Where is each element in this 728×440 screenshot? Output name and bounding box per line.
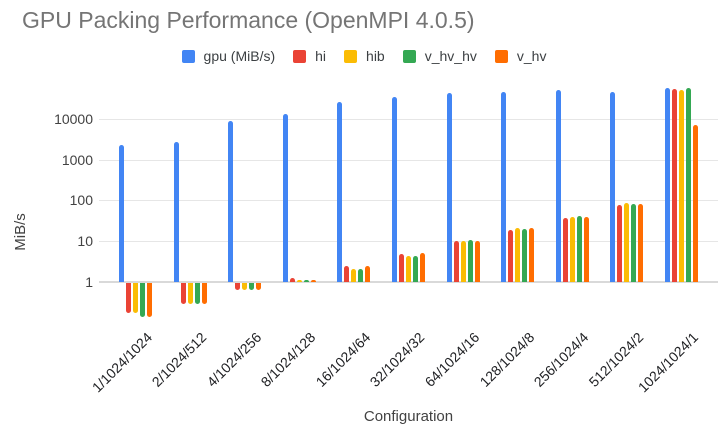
bar-v-hv-0[interactable] — [147, 283, 152, 317]
bar-v-hv-hv-4[interactable] — [358, 268, 364, 282]
bar-v-hv-7[interactable] — [529, 228, 535, 282]
bar-hib-0[interactable] — [133, 283, 138, 314]
bar-hib-3[interactable] — [296, 279, 302, 282]
bar-hib-2[interactable] — [242, 283, 248, 291]
bar-hib-7[interactable] — [515, 228, 521, 282]
legend-swatch-icon — [181, 49, 195, 63]
chart-title: GPU Packing Performance (OpenMPI 4.0.5) — [22, 7, 475, 33]
bar-hi-3[interactable] — [289, 278, 295, 282]
bar-hi-4[interactable] — [344, 266, 350, 282]
bar-hi-8[interactable] — [562, 218, 568, 282]
bar-gpu-mib-s-0[interactable] — [119, 144, 124, 282]
bar-v-hv-8[interactable] — [583, 216, 589, 282]
legend-item-v-hv-hv[interactable]: v_hv_hv — [402, 48, 477, 64]
gridline — [99, 159, 718, 161]
bar-v-hv-6[interactable] — [474, 241, 480, 282]
bar-gpu-mib-s-10[interactable] — [665, 88, 670, 282]
legend-label: v_hv_hv — [424, 48, 477, 64]
bar-hi-7[interactable] — [508, 229, 514, 282]
bar-hi-6[interactable] — [453, 241, 459, 282]
x-tick-label: 2/1024/512 — [148, 329, 210, 390]
bar-hib-6[interactable] — [460, 241, 466, 282]
bar-v-hv-4[interactable] — [365, 266, 371, 282]
bar-v-hv-hv-10[interactable] — [686, 87, 691, 282]
legend-label: hi — [315, 48, 327, 64]
legend-item-gpu-mib-s[interactable]: gpu (MiB/s) — [181, 48, 276, 64]
gridline — [99, 200, 718, 202]
y-tick-label: 1000 — [61, 151, 93, 168]
bar-hi-9[interactable] — [617, 205, 623, 282]
bar-v-hv-10[interactable] — [693, 125, 698, 282]
y-tick-label: 10 — [77, 233, 93, 250]
legend-label: v_hv — [516, 48, 547, 64]
bar-gpu-mib-s-5[interactable] — [392, 96, 397, 282]
x-tick-label: 128/1024/8 — [476, 329, 538, 390]
bar-hib-5[interactable] — [406, 255, 411, 282]
x-tick-label: 4/1024/256 — [203, 329, 265, 390]
bar-hib-1[interactable] — [187, 283, 193, 304]
bar-v-hv-5[interactable] — [420, 253, 425, 282]
legend-label: hib — [366, 48, 385, 64]
bar-v-hv-hv-5[interactable] — [413, 255, 418, 282]
bar-gpu-mib-s-7[interactable] — [501, 91, 507, 282]
legend-item-hib[interactable]: hib — [344, 48, 385, 64]
legend-swatch-icon — [402, 49, 416, 63]
gridline — [99, 241, 718, 243]
bar-v-hv-hv-7[interactable] — [522, 228, 528, 282]
bar-gpu-mib-s-8[interactable] — [555, 90, 561, 282]
bar-gpu-mib-s-1[interactable] — [173, 141, 179, 282]
bar-v-hv-2[interactable] — [256, 283, 262, 291]
x-tick-label: 8/1024/128 — [257, 329, 319, 390]
bar-gpu-mib-s-4[interactable] — [337, 102, 343, 282]
bar-hi-10[interactable] — [672, 88, 677, 282]
bar-hi-5[interactable] — [399, 254, 404, 282]
bar-v-hv-3[interactable] — [310, 279, 316, 282]
x-tick-label: 1/1024/1024 — [88, 329, 155, 396]
bar-gpu-mib-s-6[interactable] — [446, 92, 452, 282]
y-tick-label: 1 — [85, 274, 93, 290]
bar-v-hv-hv-9[interactable] — [631, 204, 637, 282]
bar-v-hv-hv-3[interactable] — [303, 280, 309, 282]
bar-gpu-mib-s-3[interactable] — [282, 114, 288, 282]
bar-v-hv-hv-1[interactable] — [194, 283, 200, 305]
bar-v-hv-9[interactable] — [638, 203, 644, 282]
bar-hi-2[interactable] — [235, 283, 241, 291]
legend-label: gpu (MiB/s) — [203, 48, 276, 64]
bar-v-hv-hv-2[interactable] — [249, 283, 255, 291]
bar-v-hv-hv-6[interactable] — [467, 240, 473, 282]
bar-hi-1[interactable] — [180, 283, 186, 305]
x-tick-label: 64/1024/16 — [421, 329, 483, 390]
x-tick-label: 32/1024/32 — [366, 329, 428, 390]
bar-v-hv-1[interactable] — [201, 283, 207, 304]
y-axis-title: MiB/s — [12, 213, 29, 251]
legend: gpu (MiB/s) hi hib v_hv_hv v_hv — [0, 48, 728, 64]
x-axis-title: Configuration — [363, 408, 454, 425]
y-tick-label: 100 — [69, 192, 93, 209]
legend-item-v-hv[interactable]: v_hv — [494, 48, 547, 64]
bar-v-hv-hv-0[interactable] — [140, 283, 145, 317]
bar-hib-4[interactable] — [351, 268, 357, 282]
bar-hib-9[interactable] — [624, 203, 630, 282]
x-tick-label: 256/1024/4 — [530, 329, 592, 390]
bar-v-hv-hv-8[interactable] — [576, 216, 582, 282]
legend-swatch-icon — [494, 49, 508, 63]
legend-swatch-icon — [293, 49, 307, 63]
gridline — [99, 118, 718, 120]
x-tick-label: 16/1024/64 — [312, 329, 374, 390]
bar-hib-8[interactable] — [569, 216, 575, 282]
bar-hib-10[interactable] — [679, 89, 684, 282]
y-tick-label: 10000 — [54, 110, 93, 127]
bar-gpu-mib-s-2[interactable] — [228, 121, 234, 282]
legend-item-hi[interactable]: hi — [293, 48, 326, 64]
bar-gpu-mib-s-9[interactable] — [610, 91, 616, 282]
x-axis-line — [99, 281, 718, 283]
legend-swatch-icon — [344, 49, 358, 63]
bar-hi-0[interactable] — [126, 283, 131, 314]
